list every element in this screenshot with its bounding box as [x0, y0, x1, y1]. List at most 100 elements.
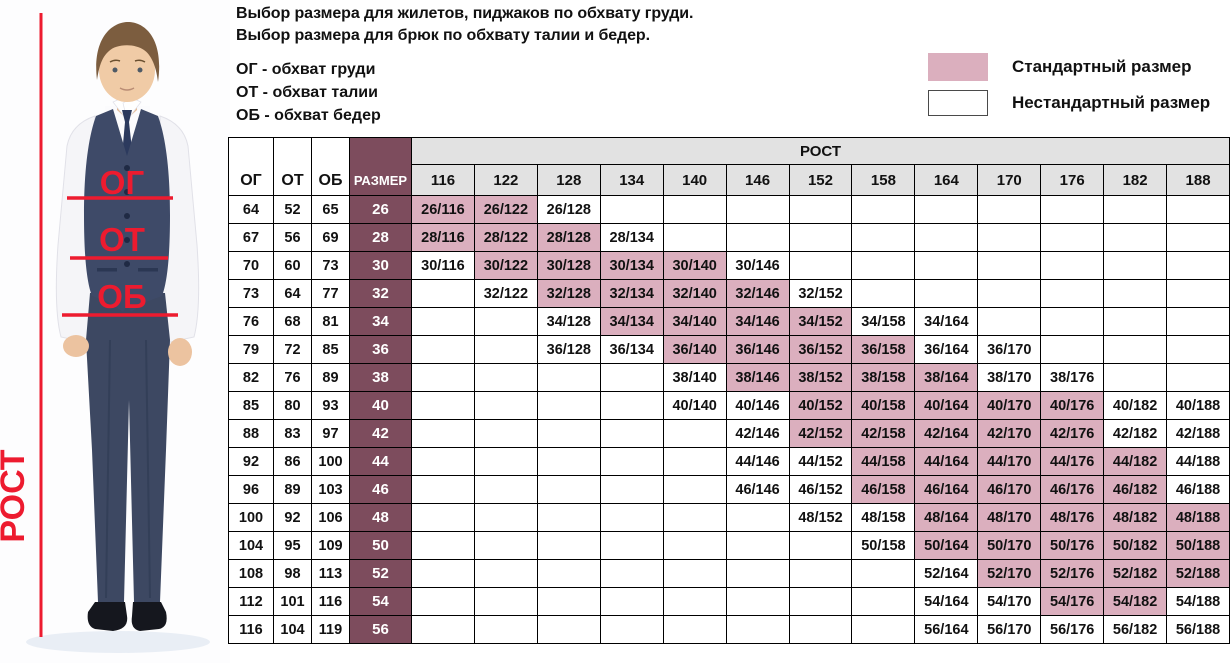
empty-cell	[1103, 279, 1168, 308]
table-row: 67 56 69 28 28/116 28/122 28/128 28/134	[228, 223, 1230, 252]
ob-cell: 116	[311, 587, 350, 616]
vest-button	[124, 237, 130, 243]
size-combo-cell: 56/164	[914, 615, 979, 644]
empty-cell	[914, 279, 979, 308]
size-combo-cell: 54/182	[1103, 587, 1168, 616]
size-combo-cell: 44/188	[1166, 447, 1230, 476]
empty-cell	[914, 195, 979, 224]
size-combo-cell: 52/164	[914, 559, 979, 588]
empty-cell	[977, 279, 1042, 308]
abbr-hips: ОБ - обхват бедер	[236, 107, 381, 124]
size-combo-cell: 42/164	[914, 419, 979, 448]
empty-cell	[599, 447, 664, 476]
hair	[96, 22, 160, 82]
empty-cell	[662, 475, 727, 504]
size-cell: 30	[349, 251, 412, 280]
table-row: 64 52 65 26 26/116 26/122 26/128	[228, 195, 1230, 224]
size-cell: 44	[349, 447, 412, 476]
og-cell: 82	[228, 363, 274, 392]
size-combo-cell: 42/182	[1103, 419, 1168, 448]
size-cell: 46	[349, 475, 412, 504]
standard-size-swatch	[928, 53, 988, 81]
empty-cell	[662, 503, 727, 532]
vest-button	[124, 261, 130, 267]
empty-cell	[536, 363, 601, 392]
empty-cell	[536, 475, 601, 504]
size-combo-cell: 44/176	[1040, 447, 1105, 476]
left-sleeve	[55, 115, 96, 344]
empty-cell	[851, 587, 916, 616]
empty-cell	[851, 559, 916, 588]
size-combo-cell: 32/152	[788, 279, 853, 308]
empty-cell	[1166, 223, 1230, 252]
empty-cell	[473, 475, 538, 504]
empty-cell	[473, 419, 538, 448]
size-combo-cell: 40/176	[1040, 391, 1105, 420]
legend-standard-label: Стандартный размер	[1012, 57, 1192, 76]
legend-row-standard: Стандартный размер	[928, 53, 1210, 81]
waist-label: ОТ	[99, 221, 145, 258]
table-row: 92 86 100 44 44/146 44/152 44/158 44/164 44/170 4…	[228, 447, 1230, 476]
empty-cell	[411, 447, 475, 476]
size-combo-cell: 46/170	[977, 475, 1042, 504]
ob-cell: 113	[311, 559, 350, 588]
left-shoe	[87, 602, 128, 631]
empty-cell	[788, 251, 853, 280]
col-header-ot: ОТ	[273, 137, 312, 196]
size-combo-cell: 44/158	[851, 447, 916, 476]
empty-cell	[914, 251, 979, 280]
empty-cell	[1166, 335, 1230, 364]
intro-line-1: Выбор размера для жилетов, пиджаков по о…	[236, 5, 694, 22]
size-combo-cell: 38/164	[914, 363, 979, 392]
size-combo-cell: 30/128	[536, 251, 601, 280]
empty-cell	[725, 195, 790, 224]
size-combo-cell: 28/128	[536, 223, 601, 252]
boy-photo: ОГ ОТ ОБ РОСТ	[0, 0, 230, 663]
empty-cell	[536, 587, 601, 616]
ob-cell: 77	[311, 279, 350, 308]
og-cell: 67	[228, 223, 274, 252]
left-eye	[112, 67, 118, 73]
size-cell: 56	[349, 615, 412, 644]
size-combo-cell: 30/140	[662, 251, 727, 280]
size-combo-cell: 30/122	[473, 251, 538, 280]
empty-cell	[536, 559, 601, 588]
size-combo-cell: 32/128	[536, 279, 601, 308]
size-combo-cell: 30/134	[599, 251, 664, 280]
empty-cell	[662, 447, 727, 476]
size-combo-cell: 40/158	[851, 391, 916, 420]
vest-button	[124, 213, 130, 219]
empty-cell	[536, 531, 601, 560]
size-combo-cell: 48/164	[914, 503, 979, 532]
height-col-188: 188	[1166, 164, 1230, 196]
og-cell: 70	[228, 251, 274, 280]
empty-cell	[599, 391, 664, 420]
table-row: 96 89 103 46 46/146 46/152 46/158 46/164 46/170 4…	[228, 475, 1230, 504]
size-combo-cell: 54/164	[914, 587, 979, 616]
empty-cell	[788, 559, 853, 588]
table-row: 88 83 97 42 42/146 42/152 42/158 42/164 42/170 42…	[228, 419, 1230, 448]
left-hand	[63, 335, 89, 357]
size-combo-cell: 40/188	[1166, 391, 1230, 420]
ob-cell: 97	[311, 419, 350, 448]
size-cell: 48	[349, 503, 412, 532]
intro-line-2: Выбор размера для брюк по обхвату талии …	[236, 27, 650, 44]
size-combo-cell: 42/170	[977, 419, 1042, 448]
table-row: 73 64 77 32 32/122 32/128 32/134 32/140 32/146 32…	[228, 279, 1230, 308]
table-row: 100 92 106 48 48/152 48/158 48/164 48/170 48/176…	[228, 503, 1230, 532]
empty-cell	[1040, 335, 1105, 364]
size-combo-cell: 46/188	[1166, 475, 1230, 504]
empty-cell	[473, 447, 538, 476]
size-combo-cell: 32/134	[599, 279, 664, 308]
empty-cell	[1040, 279, 1105, 308]
empty-cell	[473, 559, 538, 588]
legend-nonstandard-label: Нестандартный размер	[1012, 93, 1211, 112]
size-cell: 32	[349, 279, 412, 308]
ot-cell: 98	[273, 559, 312, 588]
size-combo-cell: 38/158	[851, 363, 916, 392]
empty-cell	[473, 307, 538, 336]
ob-cell: 85	[311, 335, 350, 364]
ot-cell: 101	[273, 587, 312, 616]
empty-cell	[411, 335, 475, 364]
empty-cell	[536, 391, 601, 420]
